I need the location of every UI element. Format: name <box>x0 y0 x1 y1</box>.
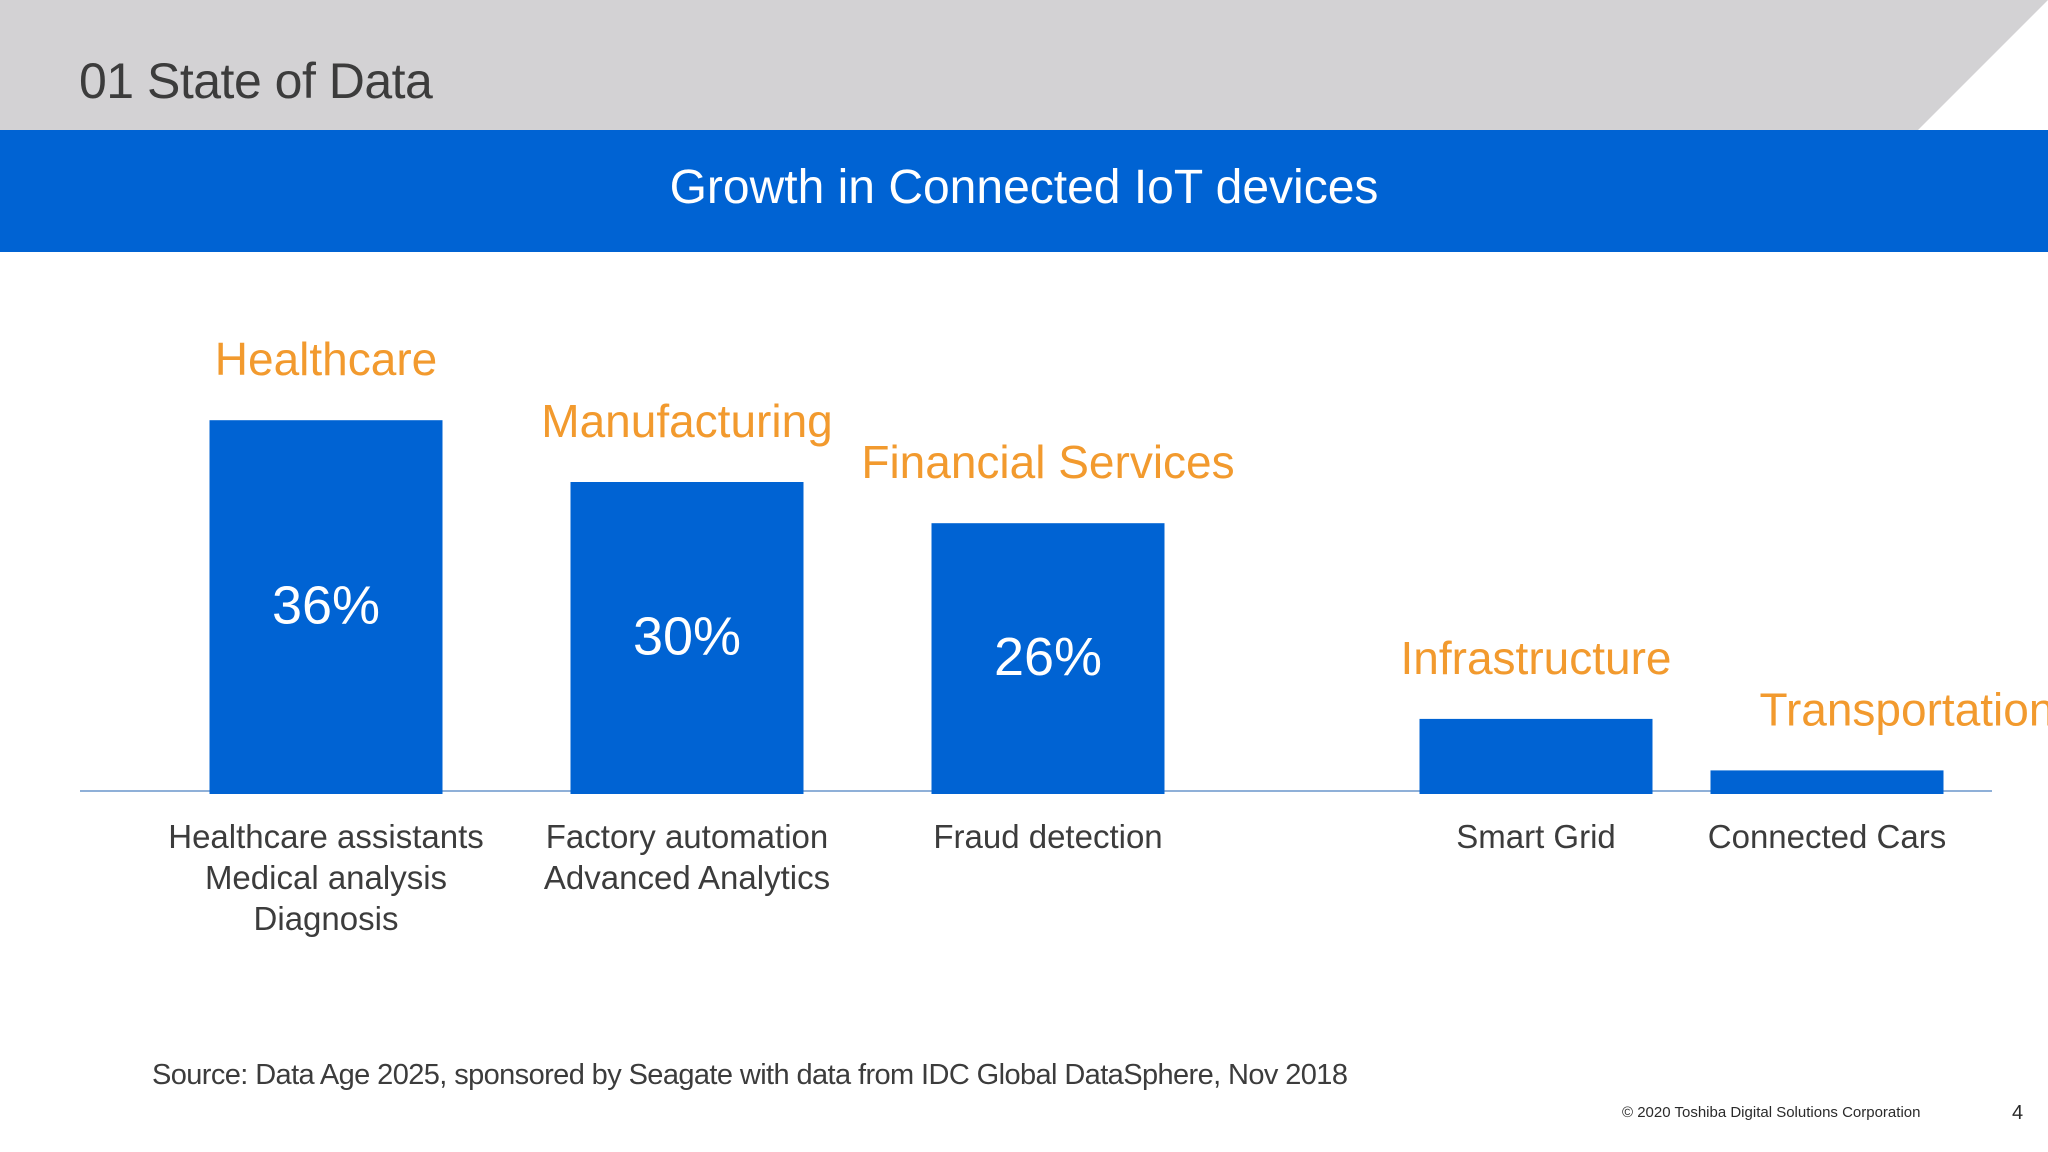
copyright-notice: © 2020 Toshiba Digital Solutions Corpora… <box>1622 1104 1921 1121</box>
bar-sublabel: Fraud detection <box>933 818 1162 855</box>
bar-sublabel: Medical analysis <box>205 859 447 896</box>
bar-sublabel: Factory automation <box>546 818 828 855</box>
header-band <box>0 0 2048 130</box>
bar-sublabel: Healthcare assistants <box>168 818 483 855</box>
bar-value-label: 36% <box>272 576 380 636</box>
category-label: Infrastructure <box>1401 632 1672 684</box>
category-label: Financial Services <box>861 436 1234 488</box>
chart-title: Growth in Connected IoT devices <box>669 161 1379 214</box>
bar-manufacturing <box>570 482 804 794</box>
bar-value-label: 30% <box>633 607 741 667</box>
bar-infrastructure <box>1419 718 1653 794</box>
category-label: Manufacturing <box>541 395 833 447</box>
source-note: Source: Data Age 2025, sponsored by Seag… <box>152 1059 1348 1091</box>
bar-value-label: 26% <box>994 627 1102 687</box>
page-number: 4 <box>2012 1102 2024 1124</box>
section-title: 01 State of Data <box>79 53 433 109</box>
bar-financial-services <box>931 523 1165 794</box>
bar-healthcare <box>209 420 443 794</box>
bar-sublabel: Diagnosis <box>254 900 399 937</box>
bar-sublabel: Smart Grid <box>1456 818 1616 855</box>
bar-transportation <box>1710 770 1944 794</box>
chart-title-bar <box>0 130 2048 252</box>
category-label: Healthcare <box>215 333 437 385</box>
bar-sublabel: Connected Cars <box>1708 818 1946 855</box>
category-label: Transportation <box>1760 683 2048 735</box>
bar-sublabel: Advanced Analytics <box>544 859 830 896</box>
